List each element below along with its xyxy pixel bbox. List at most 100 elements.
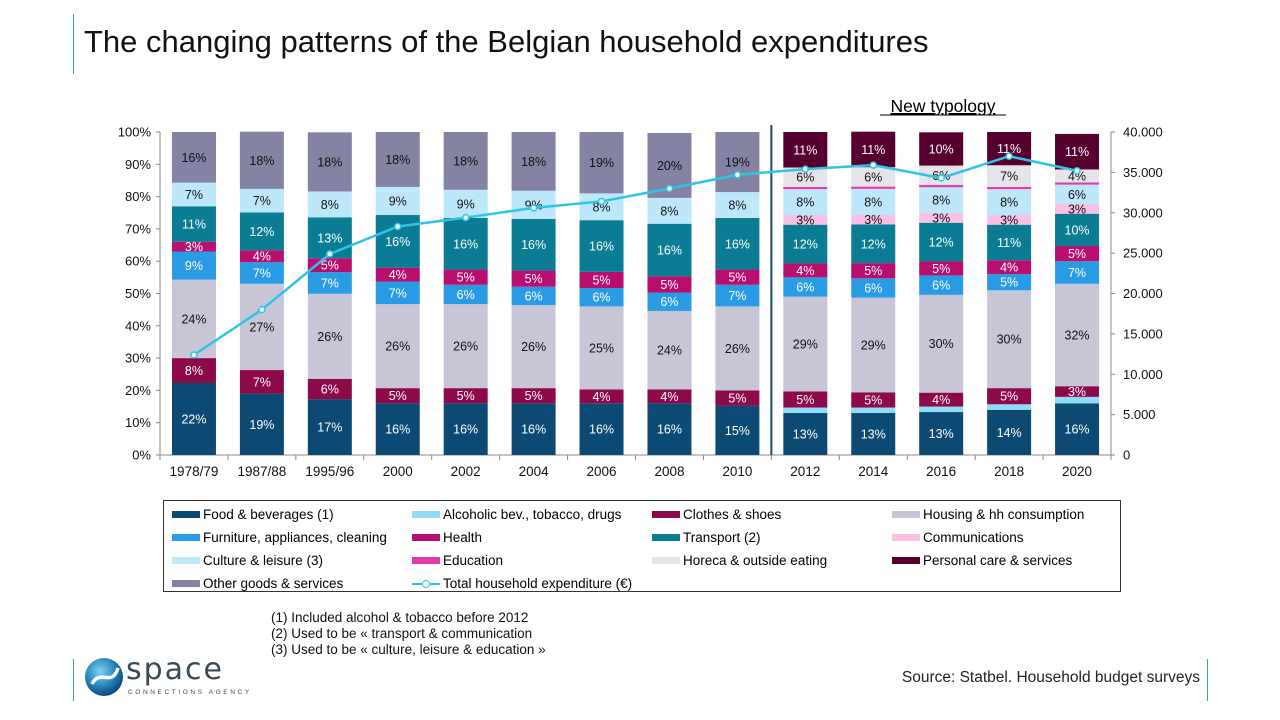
bar-segment-culture [851, 188, 896, 215]
data-label-culture: 8% [660, 204, 678, 218]
bar-segment-furniture [647, 292, 692, 311]
bar-segment-culture [715, 192, 760, 218]
data-label-housing: 24% [657, 344, 682, 358]
data-label-horeca: 7% [1000, 170, 1018, 184]
total-expenditure-point [597, 197, 606, 206]
x-tick-label: 1987/88 [237, 464, 286, 479]
data-label-clothes: 6% [321, 382, 339, 396]
data-label-furniture: 9% [185, 259, 203, 273]
bar-segment-culture [375, 186, 420, 216]
legend-label: Furniture, appliances, cleaning [203, 530, 387, 545]
bar-segment-furniture [375, 281, 420, 305]
data-label-health: 5% [728, 271, 746, 285]
data-label-furniture: 6% [660, 295, 678, 309]
bar-segment-transport [987, 224, 1032, 261]
data-label-culture: 8% [592, 200, 610, 214]
legend-swatch [412, 557, 440, 564]
bar-segment-other [375, 132, 420, 187]
data-label-food: 15% [725, 424, 750, 438]
data-label-furniture: 7% [389, 286, 407, 300]
legend-item-health: Health [412, 526, 652, 549]
data-label-transport: 16% [725, 237, 750, 251]
y-left-tick-label: 10% [125, 415, 151, 430]
data-label-other: 18% [317, 155, 342, 169]
y-right-tick-label: 10.000 [1123, 367, 1163, 382]
legend-label: Communications [923, 530, 1024, 545]
data-label-clothes: 7% [253, 375, 271, 389]
bar-segment-food [239, 393, 284, 455]
legend-swatch [652, 534, 680, 541]
bar-segment-other [579, 132, 624, 194]
bar-segment-housing [783, 296, 828, 392]
data-label-food: 16% [657, 423, 682, 437]
bar-segment-food [1055, 403, 1100, 455]
x-tick-label: 2000 [383, 464, 413, 479]
total-expenditure-point [869, 161, 877, 169]
data-label-clothes: 5% [389, 389, 407, 403]
bar-segment-clothes [307, 378, 352, 400]
footnote: (1) Included alcohol & tobacco before 20… [271, 610, 529, 625]
data-label-culture: 7% [185, 188, 203, 202]
bar-segment-communications [987, 215, 1032, 225]
bar-segment-food [919, 412, 964, 455]
data-label-housing: 29% [793, 338, 818, 352]
data-label-furniture: 6% [592, 291, 610, 305]
y-right-tick-label: 5.000 [1123, 407, 1156, 422]
bar-segment-food [307, 399, 352, 455]
data-label-transport: 12% [793, 238, 818, 252]
legend-item-housing: Housing & hh consumption [892, 503, 1122, 526]
legend-swatch [412, 579, 440, 589]
y-right-tick-label: 0 [1123, 448, 1130, 463]
data-label-clothes: 5% [864, 393, 882, 407]
data-label-housing: 30% [929, 337, 954, 351]
x-tick-label: 1995/96 [305, 464, 354, 479]
data-label-housing: 26% [521, 340, 546, 354]
legend-swatch [172, 534, 200, 541]
data-label-transport: 11% [182, 218, 206, 232]
bar-segment-housing [1055, 283, 1100, 387]
data-label-clothes: 5% [796, 393, 814, 407]
legend-item-personal: Personal care & services [892, 549, 1122, 572]
data-label-transport: 10% [1065, 223, 1090, 237]
data-label-other: 19% [589, 156, 614, 170]
bar-segment-food [783, 413, 828, 455]
bar-segment-alcohol [851, 407, 896, 414]
y-left-tick-label: 20% [125, 383, 151, 398]
legend-item-education: Education [412, 549, 652, 572]
bar-segment-communications [783, 215, 828, 225]
footnote: (3) Used to be « culture, leisure & educ… [271, 642, 546, 657]
bar-segment-housing [375, 304, 420, 389]
data-label-clothes: 8% [185, 364, 203, 378]
data-label-other: 16% [181, 151, 206, 165]
data-label-transport: 12% [861, 237, 886, 251]
bar-segment-alcohol [919, 406, 964, 413]
data-label-culture: 7% [253, 194, 271, 208]
bar-segment-health [443, 269, 488, 285]
y-right-tick-label: 15.000 [1123, 326, 1163, 341]
data-label-health: 3% [185, 240, 203, 254]
data-label-clothes: 4% [932, 393, 950, 407]
bar-segment-clothes [443, 388, 488, 404]
legend-item-furniture: Furniture, appliances, cleaning [172, 526, 412, 549]
logo-wordmark: space [126, 652, 225, 687]
bar-segment-education [851, 186, 896, 189]
page-title: The changing patterns of the Belgian hou… [84, 24, 929, 59]
data-label-housing: 26% [453, 340, 478, 354]
data-label-furniture: 7% [728, 289, 746, 303]
y-right-tick-label: 35.000 [1123, 165, 1163, 180]
data-label-culture: 8% [864, 195, 882, 209]
legend-item-alcohol: Alcoholic bev., tobacco, drugs [412, 503, 652, 526]
data-label-culture: 8% [796, 196, 814, 210]
bar-segment-other [715, 132, 760, 193]
data-label-food: 14% [997, 426, 1022, 440]
legend-item-horeca: Horeca & outside eating [652, 549, 892, 572]
data-label-transport: 16% [385, 235, 410, 249]
bar-segment-furniture [783, 277, 828, 297]
data-label-food: 16% [589, 423, 614, 437]
bar-segment-other [511, 132, 556, 191]
bar-segment-food [511, 403, 556, 455]
legend-item-food: Food & beverages (1) [172, 503, 412, 526]
bar-segment-furniture [715, 284, 760, 307]
data-label-food: 16% [385, 423, 410, 437]
bar-segment-transport [715, 217, 760, 270]
